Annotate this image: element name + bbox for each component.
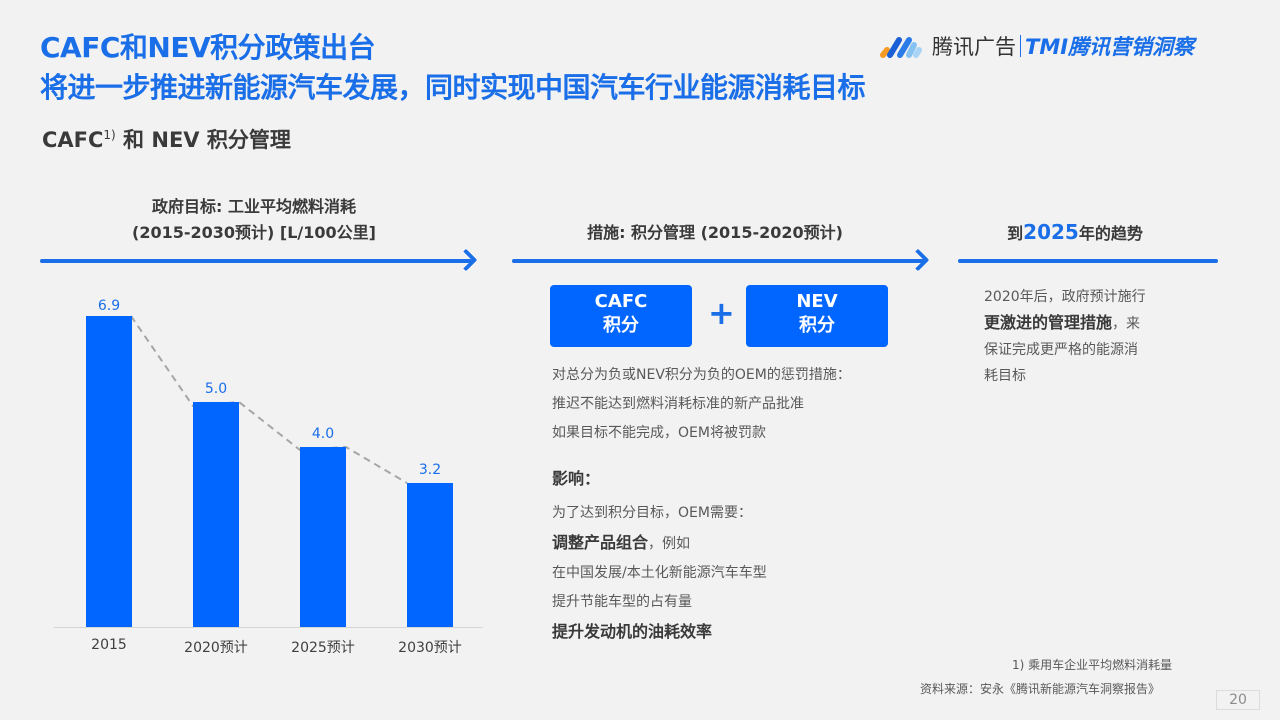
- x-label-2015: 2015: [91, 637, 127, 653]
- bar-2030: [407, 483, 453, 627]
- bar-value-2015: 6.9: [97, 298, 121, 314]
- impact-subitem: 在中国发展/本土化新能源汽车车型: [552, 565, 767, 581]
- brand-logo: 腾讯广告 TMI腾讯营销洞察: [878, 28, 1194, 64]
- impact-title: 影响：: [552, 469, 601, 488]
- section-divider-right: [958, 259, 1218, 263]
- x-axis: [54, 627, 483, 628]
- chart-heading-line1: 政府目标: 工业平均燃料消耗: [152, 197, 356, 216]
- impact-block: 影响： 为了达到积分目标，OEM需要： 调整产品组合，例如 在中国发展/本土化新…: [552, 464, 767, 648]
- bar-value-2025: 4.0: [311, 426, 335, 442]
- bar-2025: [300, 447, 346, 627]
- x-label-2030: 2030预计: [398, 640, 462, 656]
- bar-value-2020: 5.0: [204, 381, 228, 397]
- plus-icon: +: [708, 294, 735, 332]
- tencent-ads-logo-icon: [880, 37, 922, 58]
- trend-line-icon: [130, 315, 408, 484]
- bar-2015: [86, 316, 132, 627]
- impact-subitem: 提升节能车型的占有量: [552, 594, 692, 610]
- measures-heading: 措施: 积分管理 (2015-2020预计): [587, 223, 843, 242]
- trend-text-line: 耗目标: [984, 368, 1026, 384]
- trend-text-line: 2020年后，政府预计施行: [984, 289, 1146, 305]
- logo-brand-text: 腾讯广告: [932, 35, 1016, 59]
- logo-divider: [1020, 35, 1021, 57]
- trend-text-tail: ，来: [1112, 316, 1141, 332]
- cafc-credit-box: CAFC 积分: [550, 285, 692, 347]
- impact-item-bold: 提升发动机的油耗效率: [552, 622, 713, 641]
- footnote: 1) 乘用车企业平均燃料消耗量: [1012, 658, 1173, 672]
- bar-2020: [193, 402, 239, 627]
- impact-intro: 为了达到积分目标，OEM需要：: [552, 505, 752, 521]
- impact-item-bold: 调整产品组合: [552, 533, 649, 552]
- bar-value-2030: 3.2: [418, 462, 442, 478]
- x-label-2020: 2020预计: [184, 640, 248, 656]
- logo-product-text: TMI腾讯营销洞察: [1025, 35, 1195, 59]
- penalty-list: 对总分为负或NEV积分为负的OEM的惩罚措施： 推迟不能达到燃料消耗标准的新产品…: [552, 361, 851, 448]
- timeline-arrow-middle: [512, 259, 924, 263]
- section-subtitle: CAFC1) 和 NEV 积分管理: [42, 124, 291, 154]
- x-label-2025: 2025预计: [291, 640, 355, 656]
- trend-heading-year: 2025: [1023, 220, 1079, 244]
- footnote-marker: 1): [103, 128, 116, 142]
- page-number: 20: [1216, 690, 1260, 710]
- nev-credit-box: NEV 积分: [746, 285, 888, 347]
- subtitle-prefix: CAFC: [42, 128, 104, 152]
- trend-heading-pre: 到: [1007, 224, 1024, 243]
- trend-text-bold: 更激进的管理措施: [984, 313, 1113, 332]
- impact-item-tail: ，例如: [648, 536, 691, 552]
- page-title-line1: CAFC和NEV积分政策出台: [40, 31, 376, 64]
- trend-heading-post: 年的趋势: [1078, 224, 1143, 243]
- cafc-box-line2: 积分: [603, 315, 639, 336]
- timeline-arrow-left: [40, 259, 472, 263]
- subtitle-suffix: 和 NEV 积分管理: [115, 128, 291, 152]
- trend-heading: 到2025年的趋势: [960, 219, 1190, 247]
- penalty-line: 如果目标不能完成，OEM将被罚款: [552, 425, 766, 441]
- page-title-line2: 将进一步推进新能源汽车发展，同时实现中国汽车行业能源消耗目标: [40, 71, 866, 104]
- nev-box-line1: NEV: [796, 291, 838, 312]
- cafc-box-line1: CAFC: [594, 291, 648, 312]
- penalty-line: 推迟不能达到燃料消耗标准的新产品批准: [552, 396, 804, 412]
- nev-box-line2: 积分: [799, 315, 835, 336]
- trend-text: 2020年后，政府预计施行 更激进的管理措施，来 保证完成更严格的能源消 耗目标: [984, 284, 1184, 389]
- chart-heading-line2: (2015-2030预计) [L/100公里]: [132, 223, 376, 242]
- trend-text-line: 保证完成更严格的能源消: [984, 342, 1138, 358]
- penalty-line: 对总分为负或NEV积分为负的OEM的惩罚措施：: [552, 367, 851, 383]
- source-citation: 资料来源：安永《腾讯新能源汽车洞察报告》: [920, 682, 1161, 696]
- chart-heading: 政府目标: 工业平均燃料消耗 (2015-2030预计) [L/100公里]: [54, 194, 454, 246]
